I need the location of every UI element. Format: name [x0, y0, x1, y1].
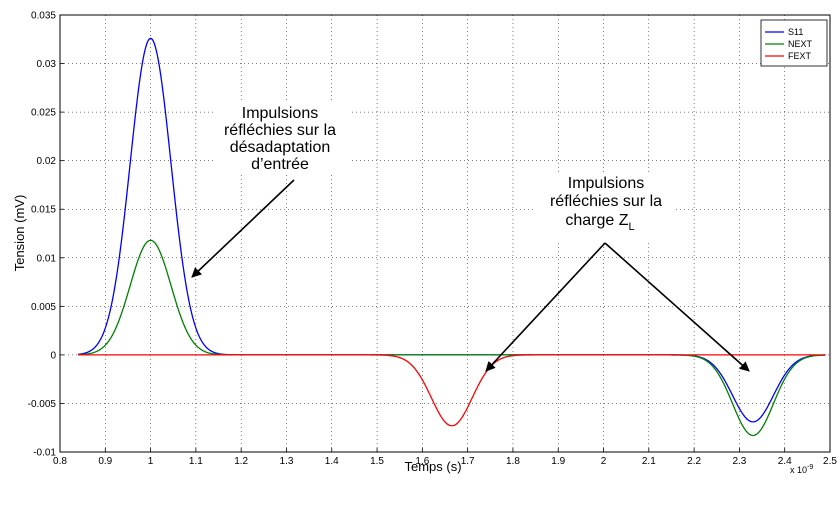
annotation-load-bg: [536, 172, 676, 242]
y-tick-label: -0.01: [33, 448, 56, 459]
series-line-next: [78, 239, 826, 437]
y-tick-label: 0: [50, 350, 56, 361]
legend-label-fext: FEXT: [788, 51, 812, 61]
x-tick-label: 0.9: [98, 456, 112, 467]
x-tick-labels: 0.8 0.9 1 1.1 1.2 1.3 1.4 1.5 1.6 1.7 1.8 1.9 2 2.1 2.…: [53, 456, 837, 467]
y-tick-label: 0.02: [37, 156, 57, 167]
annotation-1-line-4: d’entrée: [251, 156, 309, 173]
annotation-2-line-1: Impulsions: [568, 175, 644, 192]
x-tick-label: 1.2: [234, 456, 248, 467]
curves: [78, 37, 826, 437]
y-tick-label: -0.005: [28, 399, 57, 410]
annotation-2-arrow-left: [485, 242, 606, 372]
legend: S11 NEXT FEXT: [760, 19, 828, 67]
y-tick-label: 0.025: [31, 108, 56, 119]
x-tick-label: 2.2: [687, 456, 701, 467]
annotation-load: Impulsions réfléchies sur la charge ZL: [485, 172, 750, 372]
x-tick-label: 1.7: [461, 456, 475, 467]
y-tick-label: 0.005: [31, 302, 56, 313]
x-tick-label: 1.3: [280, 456, 294, 467]
x-tick-label: 2: [601, 456, 607, 467]
y-tick-label: 0.01: [37, 253, 57, 264]
annotation-1-arrow: [191, 179, 295, 278]
annotation-2-arrow-right: [604, 242, 750, 372]
series-line-fext: [78, 354, 826, 427]
annotation-2-line-2: réfléchies sur la: [550, 193, 662, 210]
x-tick-label: 1.5: [370, 456, 384, 467]
annotation-2-line-3: charge ZL: [565, 212, 634, 233]
x-tick-label: 2.4: [778, 456, 792, 467]
annotation-2-line-3-text: charge Z: [565, 212, 628, 229]
legend-label-next: NEXT: [788, 39, 813, 49]
annotation-1-line-3: désadaptation: [230, 139, 331, 156]
legend-label-s11: S11: [788, 27, 803, 37]
x-axis-label: Temps (s): [404, 459, 461, 474]
x-multiplier-exp: -9: [807, 464, 813, 471]
y-tick-label: 0.03: [37, 59, 57, 70]
x-tick-label: 1.4: [325, 456, 339, 467]
annotation-1-line-2: réfléchies sur la: [224, 122, 336, 139]
x-tick-label: 2.1: [642, 456, 656, 467]
x-tick-label: 0.8: [53, 456, 67, 467]
annotation-1-line-1: Impulsions: [242, 105, 318, 122]
x-tick-label: 1.6: [415, 456, 429, 467]
plot-frame: [59, 14, 831, 453]
x-tick-label: 1.9: [551, 456, 565, 467]
x-multiplier: x 10-9: [790, 464, 813, 475]
y-axis-label: Tension (mV): [12, 195, 27, 272]
annotation-2-subscript: L: [629, 221, 635, 233]
x-tick-label: 2.5: [823, 456, 837, 467]
plot-area: [60, 15, 830, 452]
y-tick-label: 0.015: [31, 205, 56, 216]
annotation-input-mismatch-bg: [216, 103, 352, 175]
x-multiplier-base: x 10: [790, 465, 807, 475]
x-tick-label: 1: [148, 456, 154, 467]
x-tick-label: 1.8: [506, 456, 520, 467]
x-tick-label: 1.1: [189, 456, 203, 467]
annotation-input-mismatch: Impulsions réfléchies sur la désadaptati…: [191, 103, 352, 278]
legend-box: [760, 19, 828, 67]
x-tick-label: 2.3: [732, 456, 746, 467]
y-tick-labels: -0.01 -0.005 0 0.005 0.01 0.015 0.02 0.025 0.03 0…: [28, 11, 57, 459]
y-tick-label: 0.035: [31, 11, 56, 22]
